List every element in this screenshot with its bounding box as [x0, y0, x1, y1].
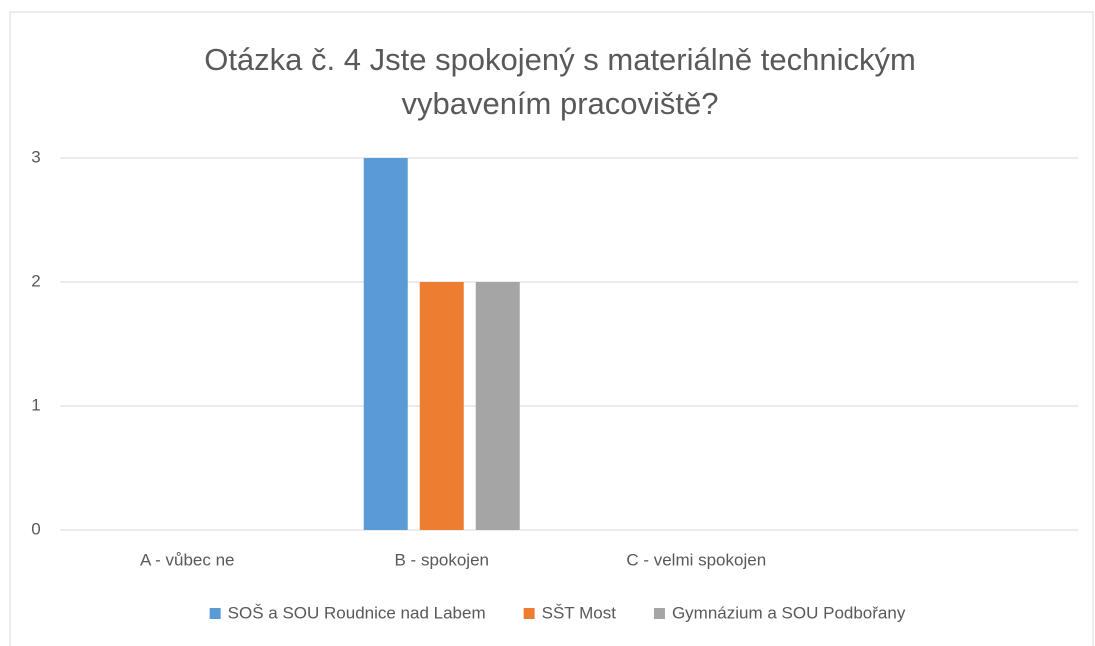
- chart-border: [9, 11, 1094, 646]
- legend-swatch: [523, 608, 535, 619]
- legend-label: SOŠ a SOU Roudnice nad Labem: [228, 603, 486, 622]
- bar: [419, 282, 464, 530]
- legend-swatch: [653, 608, 665, 619]
- chart-title: Otázka č. 4 Jste spokojený s materiálně …: [204, 42, 916, 77]
- legend-label: Gymnázium a SOU Podbořany: [672, 603, 906, 622]
- x-tick-label: C - velmi spokojen: [626, 550, 766, 569]
- x-tick-label: A - vůbec ne: [140, 550, 235, 569]
- y-tick-label: 3: [31, 147, 40, 166]
- y-tick-label: 1: [31, 395, 40, 414]
- legend-label: SŠT Most: [542, 603, 617, 622]
- bar: [363, 158, 408, 530]
- y-tick-label: 2: [31, 271, 40, 290]
- legend-swatch: [209, 608, 221, 619]
- y-tick-label: 0: [31, 519, 40, 538]
- chart-title: vybavením pracoviště?: [401, 86, 718, 121]
- bar: [475, 282, 520, 530]
- x-tick-label: B - spokojen: [395, 550, 490, 569]
